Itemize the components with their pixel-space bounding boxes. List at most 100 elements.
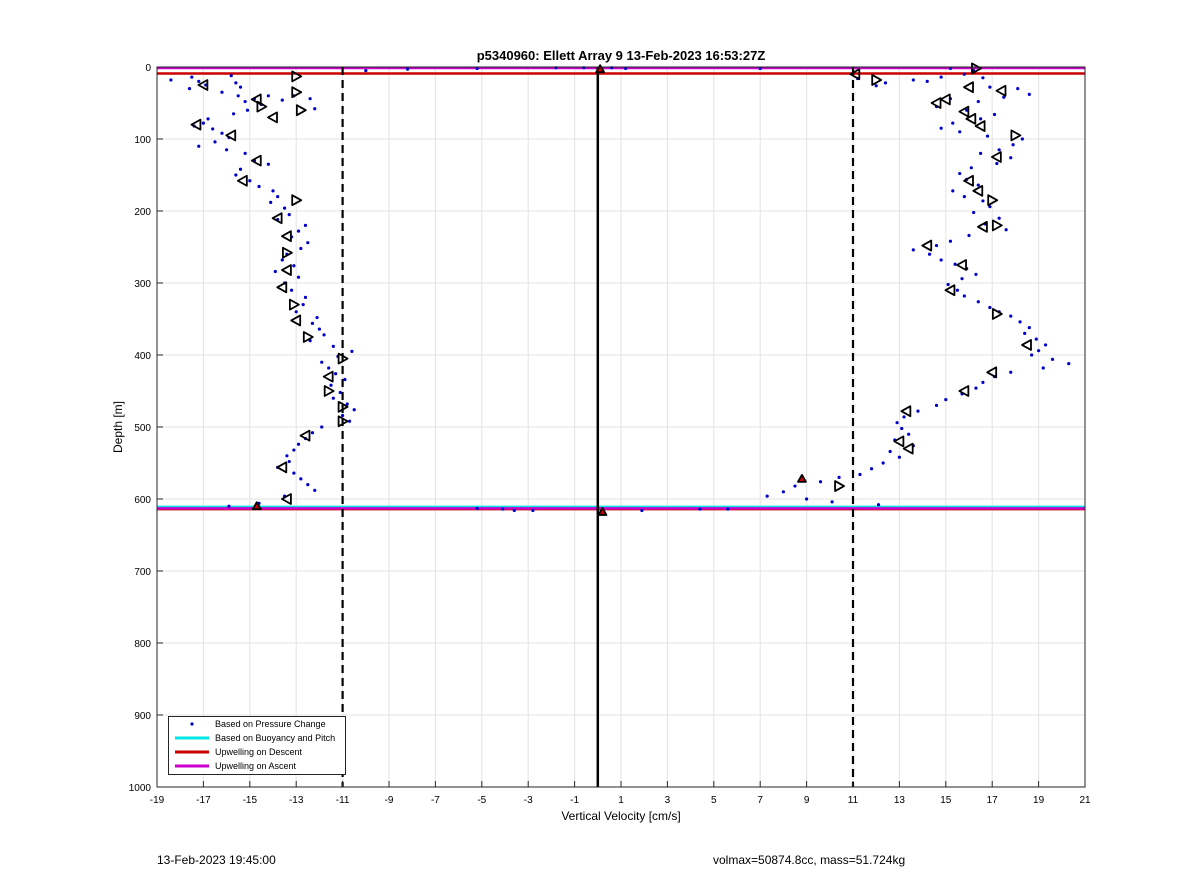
data-point <box>1067 362 1071 366</box>
legend-item-pressure-change: Based on Pressure Change <box>169 717 345 731</box>
data-point <box>229 74 233 78</box>
triangle-marker <box>971 62 982 75</box>
data-point <box>1018 320 1022 324</box>
y-tick-label: 600 <box>134 495 151 506</box>
data-point <box>698 507 702 511</box>
triangle-marker <box>323 385 335 397</box>
triangle-marker <box>990 151 1002 163</box>
y-tick-label: 700 <box>134 567 151 578</box>
triangle-marker <box>597 507 608 516</box>
triangle-marker <box>267 111 278 124</box>
data-point <box>225 148 229 152</box>
data-point <box>292 448 296 452</box>
data-point <box>793 484 797 488</box>
data-point <box>313 107 317 111</box>
triangle-marker <box>282 246 293 259</box>
data-point <box>248 179 252 183</box>
data-point <box>1004 228 1008 232</box>
data-point <box>805 497 809 501</box>
data-point <box>347 419 352 423</box>
triangle-marker <box>291 70 303 83</box>
data-point <box>640 508 644 513</box>
data-point <box>900 426 904 431</box>
triangle-marker <box>944 284 956 297</box>
y-tick-label: 500 <box>134 423 151 434</box>
data-point <box>837 475 841 479</box>
legend-label: Based on Pressure Change <box>215 719 326 729</box>
data-point <box>296 442 301 446</box>
grid-lines <box>156 66 1086 788</box>
data-point <box>313 488 317 492</box>
data-point <box>501 507 505 511</box>
data-point <box>292 471 296 475</box>
data-point <box>329 383 333 387</box>
y-axis-label: Depth [m] <box>111 401 125 453</box>
triangle-marker <box>225 129 237 142</box>
data-point <box>310 321 315 325</box>
data-point <box>1041 366 1045 370</box>
data-point <box>992 112 997 117</box>
data-point <box>939 126 943 130</box>
legend-line-symbol <box>175 736 209 740</box>
data-point <box>206 117 210 121</box>
triangle-marker <box>281 493 292 505</box>
triangle-marker <box>291 194 303 207</box>
triangle-marker <box>251 501 262 511</box>
data-point <box>238 167 243 171</box>
triangle-marker <box>974 120 986 132</box>
data-point <box>946 282 950 287</box>
triangle-marker <box>921 239 933 252</box>
legend-item-upwelling-ascent: Upwelling on Ascent <box>169 759 345 773</box>
data-point <box>303 223 308 227</box>
data-point <box>981 380 985 384</box>
triangle-marker <box>291 86 303 99</box>
y-tick-label: 1000 <box>129 783 152 794</box>
data-point <box>475 506 479 510</box>
data-point <box>331 396 335 400</box>
triangle-marker <box>893 435 905 448</box>
data-point <box>997 216 1001 220</box>
data-point <box>934 403 939 407</box>
triangle-marker <box>337 352 349 365</box>
data-point <box>475 66 479 71</box>
footer-parameters: volmax=50874.8cc, mass=51.724kg <box>713 853 906 867</box>
data-point <box>1027 326 1031 330</box>
y-tick-label: 0 <box>145 63 151 74</box>
data-point <box>1009 370 1013 374</box>
triangle-marker <box>958 105 970 118</box>
data-point <box>531 508 535 513</box>
data-point <box>997 148 1001 152</box>
data-point <box>916 409 920 413</box>
data-point <box>266 162 270 166</box>
data-point <box>287 459 291 464</box>
data-point <box>979 117 983 121</box>
data-point <box>201 121 205 125</box>
data-point <box>343 377 347 382</box>
data-point <box>227 504 231 508</box>
data-point <box>939 258 943 262</box>
data-point <box>299 246 303 251</box>
y-axis-ticks: 0 100 200 300 400 500 600 700 800 900 1000 <box>129 63 163 794</box>
data-point <box>187 87 192 91</box>
data-point <box>955 288 960 292</box>
triangle-marker <box>972 184 984 197</box>
data-point <box>296 229 301 233</box>
data-point <box>958 171 962 176</box>
triangle-marker <box>302 331 314 343</box>
triangle-marker <box>236 174 248 187</box>
triangle-marker <box>190 118 202 131</box>
legend-item-upwelling-descent: Upwelling on Descent <box>169 745 345 759</box>
y-tick-label: 100 <box>134 135 151 146</box>
legend-dot-symbol <box>190 722 194 726</box>
data-point <box>830 500 834 504</box>
data-point <box>897 455 902 459</box>
data-point <box>320 425 324 429</box>
data-point <box>1030 353 1034 357</box>
data-point <box>869 467 874 471</box>
data-point <box>951 189 955 193</box>
data-point <box>234 81 238 85</box>
data-point <box>245 108 250 112</box>
data-point <box>1023 331 1027 335</box>
data-point <box>345 402 349 406</box>
data-point <box>327 366 331 370</box>
